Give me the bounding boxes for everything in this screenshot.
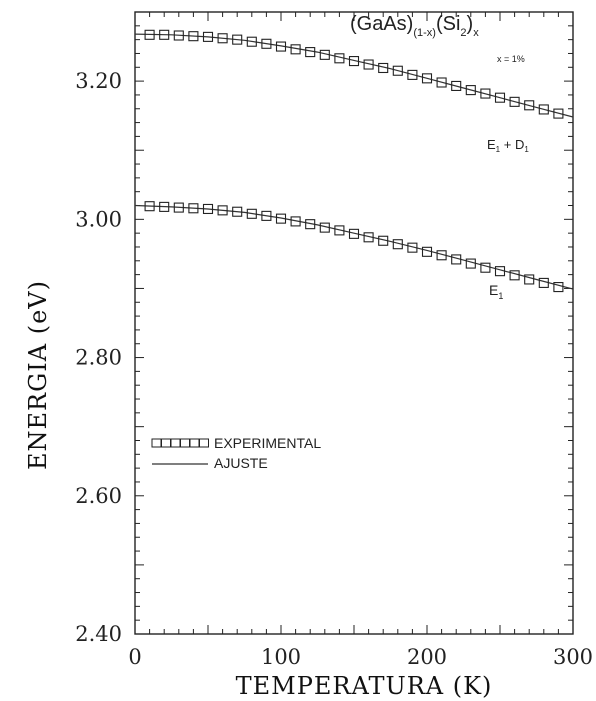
data-point: [217, 33, 228, 44]
composition-label: (GaAs)(1-x)(Si2)x: [350, 13, 479, 39]
legend-experimental-markers: [151, 438, 209, 448]
data-point: [392, 239, 403, 250]
data-point: [407, 69, 418, 80]
data-point: [509, 96, 520, 107]
data-point: [451, 80, 462, 91]
legend-marker: [199, 438, 209, 448]
data-point: [524, 100, 535, 111]
x-tick-labels: 0 100 200 300: [128, 645, 593, 669]
data-point: [480, 88, 491, 99]
y-tick-label: 2.60: [75, 484, 122, 508]
data-point: [217, 205, 228, 216]
data-point: [275, 41, 287, 52]
data-point: [392, 65, 403, 76]
plot-frame: [134, 11, 574, 635]
legend-marker: [170, 438, 181, 448]
data-point: [173, 202, 184, 213]
x-tick-label: 200: [407, 645, 447, 669]
data-point: [348, 56, 360, 67]
data-point: [261, 210, 272, 221]
data-point: [305, 219, 316, 230]
y-axis-title: ENERGIA (eV): [24, 280, 52, 470]
x-tick-label: 300: [553, 645, 593, 669]
data-point: [305, 47, 316, 58]
data-point: [348, 228, 360, 239]
legend-marker: [180, 438, 190, 448]
fit-line-e1-d1: [134, 33, 574, 118]
data-point: [524, 274, 535, 285]
data-point: [246, 36, 257, 47]
x-axis-title: TEMPERATURA (K): [236, 672, 493, 700]
data-point: [188, 31, 199, 42]
e1-d1-series-label: E1 + D1: [487, 137, 529, 154]
data-point: [202, 31, 214, 42]
data-point: [421, 73, 433, 84]
legend-marker: [189, 438, 200, 448]
data-point: [480, 262, 491, 273]
data-point: [232, 206, 243, 217]
e1-series-label: E1: [489, 282, 503, 301]
y-tick-label: 3.20: [75, 69, 122, 93]
data-point: [378, 62, 389, 74]
data-point: [261, 38, 272, 49]
legend-fit-label: AJUSTE: [214, 455, 268, 471]
data-point: [319, 222, 330, 233]
x-tick-label: 0: [128, 645, 141, 669]
data-point: [188, 203, 199, 214]
data-point: [378, 235, 389, 246]
x-tick-label: 100: [261, 645, 301, 669]
data-point: [421, 246, 433, 257]
data-point: [509, 270, 520, 281]
data-point: [407, 242, 418, 253]
data-point: [246, 208, 257, 219]
data-point: [538, 277, 549, 288]
y-tick-labels: 2.40 2.60 2.80 3.00 3.20: [75, 69, 122, 646]
data-point: [451, 254, 462, 265]
data-point: [363, 232, 374, 243]
legend-marker: [151, 438, 162, 448]
y-tick-label: 2.40: [75, 622, 122, 646]
legend-experimental-label: EXPERIMENTAL: [214, 435, 321, 451]
y-tick-label: 3.00: [75, 207, 122, 231]
data-point: [290, 216, 301, 227]
legend: EXPERIMENTAL AJUSTE: [151, 435, 321, 471]
data-point: [319, 49, 330, 60]
data-point: [553, 282, 564, 293]
fit-line-e1: [134, 204, 574, 290]
plot-border: [134, 11, 574, 635]
concentration-label: x = 1%: [497, 54, 525, 64]
data-point: [538, 104, 549, 115]
legend-marker: [161, 438, 171, 448]
data-point: [553, 108, 564, 119]
data-point: [363, 59, 374, 70]
data-point: [144, 201, 155, 212]
y-tick-label: 2.80: [75, 346, 122, 370]
data-point: [436, 77, 447, 88]
experimental-markers: [144, 29, 564, 293]
axis-ticks: [134, 11, 574, 635]
data-point: [465, 258, 476, 269]
fit-lines: [134, 33, 574, 290]
data-point: [232, 34, 243, 45]
data-point: [465, 85, 476, 96]
data-point: [494, 266, 506, 277]
data-point: [290, 44, 301, 55]
data-point: [202, 203, 214, 215]
data-point: [334, 225, 345, 236]
data-point: [159, 201, 170, 212]
data-point: [144, 29, 155, 40]
data-point: [275, 213, 287, 224]
data-point: [494, 92, 506, 103]
data-point: [159, 29, 170, 40]
data-point: [436, 250, 447, 261]
data-point: [173, 30, 184, 41]
data-point: [334, 53, 345, 64]
